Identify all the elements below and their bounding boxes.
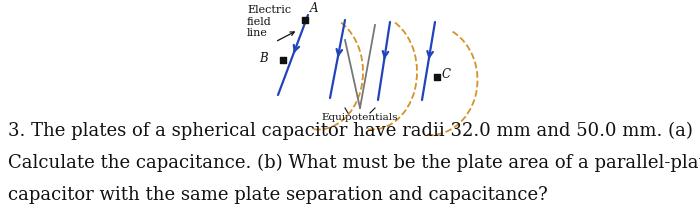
Text: B: B (260, 52, 268, 65)
Point (300, 18, 311, 22)
Text: A: A (310, 2, 319, 15)
Text: Equipotentials: Equipotentials (322, 113, 398, 122)
Text: C: C (442, 67, 451, 81)
Text: Electric
field
line: Electric field line (247, 5, 291, 38)
Point (277, 58, 288, 62)
Text: 3. The plates of a spherical capacitor have radii 32.0 mm and 50.0 mm. (a): 3. The plates of a spherical capacitor h… (8, 122, 693, 140)
Text: capacitor with the same plate separation and capacitance?: capacitor with the same plate separation… (8, 186, 547, 204)
Point (431, 75, 442, 79)
Text: Calculate the capacitance. (b) What must be the plate area of a parallel-plate: Calculate the capacitance. (b) What must… (8, 154, 700, 172)
